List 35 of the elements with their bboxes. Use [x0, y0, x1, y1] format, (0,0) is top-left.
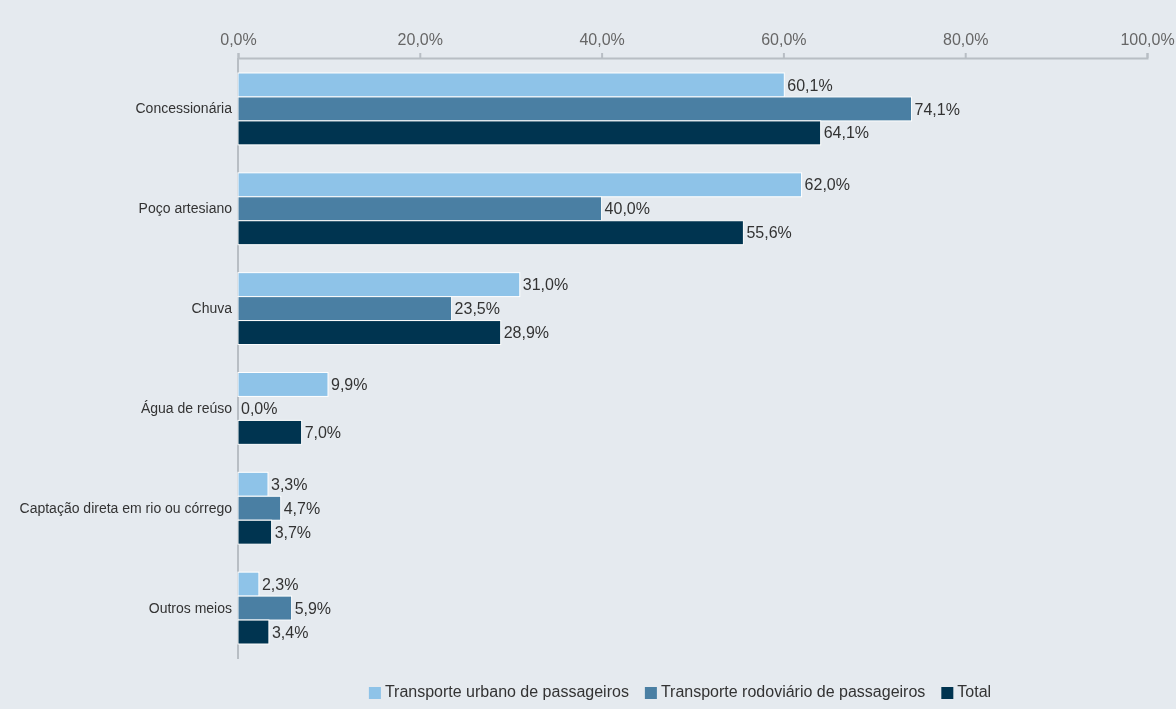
y-tick-label: Captação direta em rio ou córrego: [19, 499, 233, 516]
x-tick-label: 0,0%: [220, 31, 257, 49]
data-label: 55,6%: [746, 224, 792, 242]
data-label: 74,1%: [914, 100, 960, 118]
data-label: 62,0%: [804, 176, 850, 194]
data-label: 3,3%: [271, 475, 308, 493]
data-label: 31,0%: [522, 276, 569, 294]
bar: [237, 371, 329, 397]
y-tick-label: Concessionária: [135, 100, 233, 117]
legend-label: Transporte rodoviário de passageiros: [660, 683, 926, 700]
data-label: 3,4%: [271, 623, 309, 641]
data-label: 7,0%: [304, 423, 342, 441]
y-tick-label: Chuva: [191, 300, 233, 317]
data-label: 0,0%: [241, 400, 278, 418]
data-label: 4,7%: [283, 499, 321, 517]
x-tick-label: 100,0%: [1120, 31, 1175, 49]
y-tick-label: Poço artesiano: [138, 200, 233, 217]
x-tick-label: 40,0%: [579, 31, 625, 49]
data-label: 2,3%: [261, 575, 299, 593]
data-label: 40,0%: [604, 200, 650, 218]
data-label: 64,1%: [823, 124, 870, 142]
data-label: 28,9%: [503, 324, 550, 342]
legend-label: Total: [957, 683, 992, 700]
x-tick-label: 20,0%: [397, 31, 443, 49]
data-label: 23,5%: [454, 300, 500, 318]
data-label: 9,9%: [330, 376, 368, 394]
bar: [237, 419, 303, 445]
data-label: 5,9%: [294, 599, 332, 617]
legend-label: Transporte urbano de passageiros: [384, 683, 629, 700]
data-label: 3,7%: [274, 523, 312, 541]
x-tick-label: 60,0%: [761, 31, 807, 49]
x-tick-label: 80,0%: [943, 31, 989, 49]
y-tick-label: Outros meios: [148, 599, 232, 616]
y-tick-label: Água de reúso: [140, 399, 233, 416]
data-label: 60,1%: [787, 76, 833, 94]
